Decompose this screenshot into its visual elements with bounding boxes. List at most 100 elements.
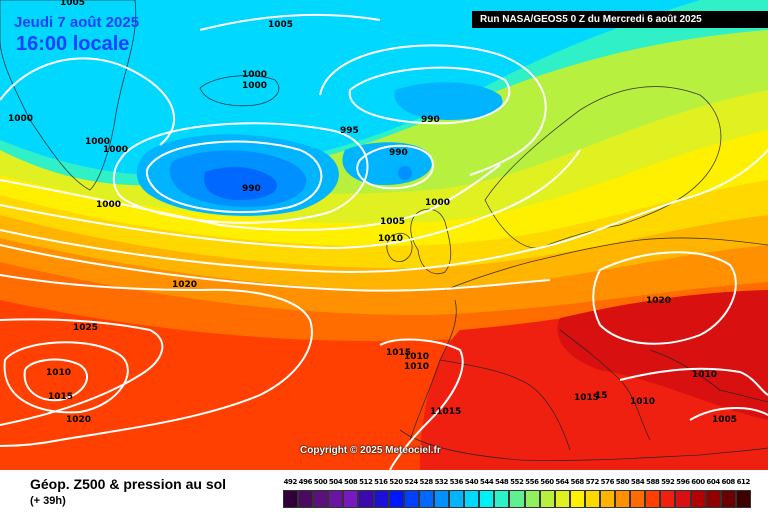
legend-swatch (539, 490, 555, 508)
isobar-1000-b (319, 44, 547, 176)
isobar-label-1000-iceland-north-2: 1000 (242, 81, 267, 91)
iceland-coast (199, 75, 280, 107)
copyright-notice: Copyright © 2025 Meteociel.fr (300, 445, 441, 456)
isobar-label-11015-spain: 11015 (430, 407, 461, 417)
legend-swatch (554, 490, 570, 508)
isobar-label-990-faroes: 990 (389, 148, 408, 158)
greenland-coast (0, 0, 137, 191)
legend-swatch (328, 490, 344, 508)
legend-label: 612 (736, 478, 751, 486)
legend-swatch (418, 490, 434, 508)
legend-swatch (660, 490, 676, 508)
legend-label: 492 (283, 478, 298, 486)
legend-label: 556 (525, 478, 539, 486)
isobar-label-1015-italy-a: 1015 (574, 393, 599, 403)
model-run-banner: Run NASA/GEOS5 0 Z du Mercredi 6 août 20… (472, 11, 768, 28)
legend-swatch (569, 490, 585, 508)
legend-label: 548 (494, 478, 509, 486)
coastlines (0, 0, 768, 461)
isobar-990-east (356, 144, 434, 190)
z500-band-524 (204, 167, 277, 200)
legend-label: 516 (374, 478, 388, 486)
isobar-label-1010-france-b: 1010 (404, 362, 429, 372)
legend-label: 564 (555, 478, 569, 486)
legend-swatch (494, 490, 510, 508)
isobar-990-north (348, 66, 511, 125)
isobar-label-1015-azores: 1015 (48, 392, 73, 402)
isobar-label-1020-azores: 1020 (66, 415, 91, 425)
isobar-1015-iberia (379, 338, 464, 470)
isobar-1010 (0, 149, 768, 274)
legend-label: 568 (570, 478, 584, 486)
legend-label: 512 (359, 478, 373, 486)
legend-swatches (283, 490, 751, 508)
isobars (0, 13, 768, 470)
legend-label: 552 (510, 478, 524, 486)
legend-swatch (509, 490, 525, 508)
isobar-label-1015-biscay: 1015 (386, 348, 411, 358)
ireland-coast (386, 232, 413, 262)
chart-title: Géop. Z500 & pression au sol (30, 476, 227, 492)
legend-label: 576 (600, 478, 615, 486)
legend-label: 540 (464, 478, 479, 486)
legend-swatch (690, 490, 706, 508)
legend-swatch (479, 490, 495, 508)
legend-label: 592 (661, 478, 675, 486)
legend-label: 560 (540, 478, 554, 486)
isobar-label-1000-greenland-south: 1000 (85, 137, 110, 147)
z500-band-528-c (398, 166, 412, 180)
legend-labels: 492 496 500 504 508 512 516 520 524 528 532 536 540 5… (283, 478, 751, 489)
legend-swatch (403, 490, 419, 508)
legend-label: 528 (419, 478, 433, 486)
legend-swatch (645, 490, 661, 508)
isobar-label-990-norwegian-sea: 990 (421, 115, 440, 125)
africa-coast (399, 429, 768, 461)
europe-coast (409, 237, 768, 451)
isobar-label-1005-top-left: 1005 (60, 0, 85, 8)
legend-swatch (630, 490, 646, 508)
isobar-label-15-italy-b: 15 (595, 391, 608, 401)
z500-band-532-b (394, 82, 503, 120)
isobar-label-1005-turkey: 1005 (712, 415, 737, 425)
isobar-label-1000-scotland: 1000 (425, 198, 450, 208)
isobar-label-990-main-low: 990 (242, 184, 261, 194)
legend-label: 580 (615, 478, 630, 486)
isobar-1010-east (619, 367, 768, 396)
color-legend: 492 496 500 504 508 512 516 520 524 528 532 536 540 5… (283, 478, 751, 508)
legend-label: 584 (630, 478, 645, 486)
forecast-date: Jeudi 7 août 2025 (14, 14, 140, 31)
isobar-1005-east (689, 407, 768, 421)
legend-label: 608 (721, 478, 735, 486)
weather-map: 1005 1005 1000 1000 1000 1000 1000 995 990 990 990… (0, 0, 768, 470)
isobar-1000-a (0, 164, 501, 231)
isobar-label-1025: 1025 (73, 323, 98, 333)
isobar-1015 (0, 244, 551, 292)
map-footer: Géop. Z500 & pression au sol (+ 39h) 492… (0, 470, 768, 512)
isobar-label-1000-atlantic: 1000 (96, 200, 121, 210)
legend-swatch (388, 490, 404, 508)
isobar-label-1010-ireland: 1010 (378, 234, 403, 244)
legend-swatch (313, 490, 329, 508)
legend-swatch (524, 490, 540, 508)
isobar-1005 (0, 149, 581, 250)
isobar-label-1010-greece: 1010 (630, 397, 655, 407)
legend-swatch (705, 490, 721, 508)
isobar-1025 (0, 318, 164, 426)
legend-swatch (283, 490, 299, 508)
legend-label: 572 (585, 478, 600, 486)
legend-label: 504 (328, 478, 343, 486)
isobar-label-1020-east-europe: 1020 (646, 296, 671, 306)
legend-swatch (584, 490, 600, 508)
legend-swatch (599, 490, 616, 508)
isobar-label-layer: 1005100510001000100010001000995990990990… (8, 0, 737, 425)
legend-swatch (373, 490, 389, 508)
legend-label: 508 (343, 478, 358, 486)
legend-swatch (735, 490, 751, 508)
legend-label: 588 (645, 478, 660, 486)
forecast-offset: (+ 39h) (30, 495, 66, 507)
legend-swatch (298, 490, 314, 508)
isobar-1010-azores (23, 358, 89, 402)
legend-label: 536 (449, 478, 464, 486)
legend-swatch (343, 490, 359, 508)
